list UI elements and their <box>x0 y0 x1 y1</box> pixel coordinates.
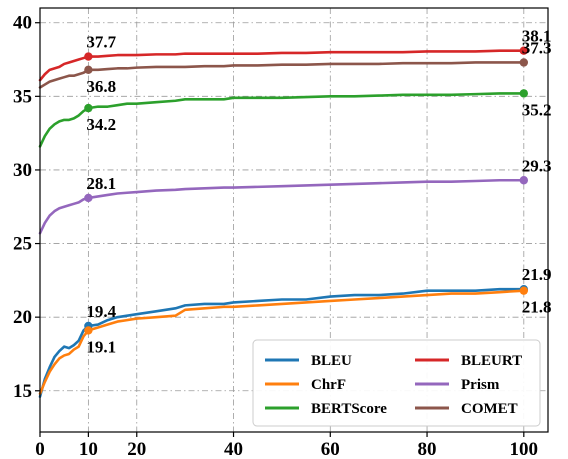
marker-bertscore-10 <box>84 103 93 113</box>
legend-label-comet: COMET <box>461 401 518 417</box>
legend-entry-bleurt: BLEURT <box>415 353 522 369</box>
y-tick-label: 40 <box>13 13 32 34</box>
marker-chrf-100 <box>519 286 529 295</box>
series-line-comet <box>38 61 526 89</box>
y-tick-label: 20 <box>13 307 32 328</box>
data-label-comet-100: 37.3 <box>522 38 552 57</box>
x-tick-label: 60 <box>321 439 340 459</box>
legend-label-bleurt: BLEURT <box>461 353 522 369</box>
series-markers <box>84 46 529 335</box>
legend-entry-bleu: BLEU <box>265 353 352 369</box>
series-line-bertscore <box>38 92 526 148</box>
grid <box>39 8 548 432</box>
x-tick-label: 80 <box>418 439 437 459</box>
data-label-prism-100: 29.3 <box>522 156 552 175</box>
legend-entry-prism: Prism <box>415 377 500 393</box>
marker-bleurt-100 <box>519 46 529 55</box>
y-tick-label: 25 <box>13 234 32 255</box>
data-label-chrf-100: 21.8 <box>522 298 552 317</box>
data-label-bertscore-10: 34.2 <box>86 115 116 134</box>
marker-prism-100 <box>519 176 529 185</box>
legend-entry-comet: COMET <box>415 401 518 417</box>
y-tick-label: 35 <box>13 86 32 107</box>
plot-frame <box>39 7 549 433</box>
marker-comet-100 <box>519 58 529 67</box>
marker-bleurt-10 <box>84 52 93 61</box>
legend-entry-bertscore: BERTScore <box>265 401 387 417</box>
marker-bertscore-100 <box>519 89 529 98</box>
legend-label-bertscore: BERTScore <box>311 401 387 417</box>
marker-comet-10 <box>84 65 93 75</box>
x-tick-label: 20 <box>127 439 146 459</box>
series-lines <box>38 49 526 398</box>
marker-prism-10 <box>84 193 93 203</box>
data-label-bleurt-10: 37.7 <box>86 33 116 52</box>
marker-chrf-10 <box>84 326 93 335</box>
legend-label-bleu: BLEU <box>311 353 352 369</box>
data-label-comet-10: 36.8 <box>86 77 116 96</box>
x-tick-label: 0 <box>35 439 45 459</box>
legend-box <box>252 339 541 427</box>
x-tick-label: 100 <box>510 439 539 459</box>
legend-label-chrf: ChrF <box>311 377 346 393</box>
data-label-bleu-10: 19.4 <box>86 302 116 321</box>
legend: BLEU BLEURT ChrF Prism BERTScore COMET <box>252 339 541 427</box>
data-label-prism-10: 28.1 <box>86 174 116 193</box>
data-label-chrf-10: 19.1 <box>86 337 116 356</box>
data-label-bertscore-100: 35.2 <box>522 100 552 119</box>
legend-entry-chrf: ChrF <box>265 377 346 393</box>
x-tick-label: 40 <box>224 439 243 459</box>
data-label-bleurt-100: 38.1 <box>522 27 552 46</box>
legend-label-prism: Prism <box>461 377 500 393</box>
series-line-bleu <box>38 287 526 398</box>
x-tick-label: 10 <box>79 439 98 459</box>
data-label-bleu-100: 21.9 <box>522 265 552 284</box>
y-tick-label: 30 <box>13 160 32 181</box>
series-line-prism <box>38 178 526 235</box>
y-tick-label: 15 <box>13 381 32 402</box>
data-labels: 19.4 21.9 19.1 21.8 34.2 35.2 37.7 38.1 28.1 29.3… <box>86 27 551 357</box>
series-line-bleurt <box>38 49 526 82</box>
axes: 0 10 20 40 60 80 100 15 20 25 30 35 40 <box>13 7 549 459</box>
series-line-chrf <box>38 289 526 396</box>
